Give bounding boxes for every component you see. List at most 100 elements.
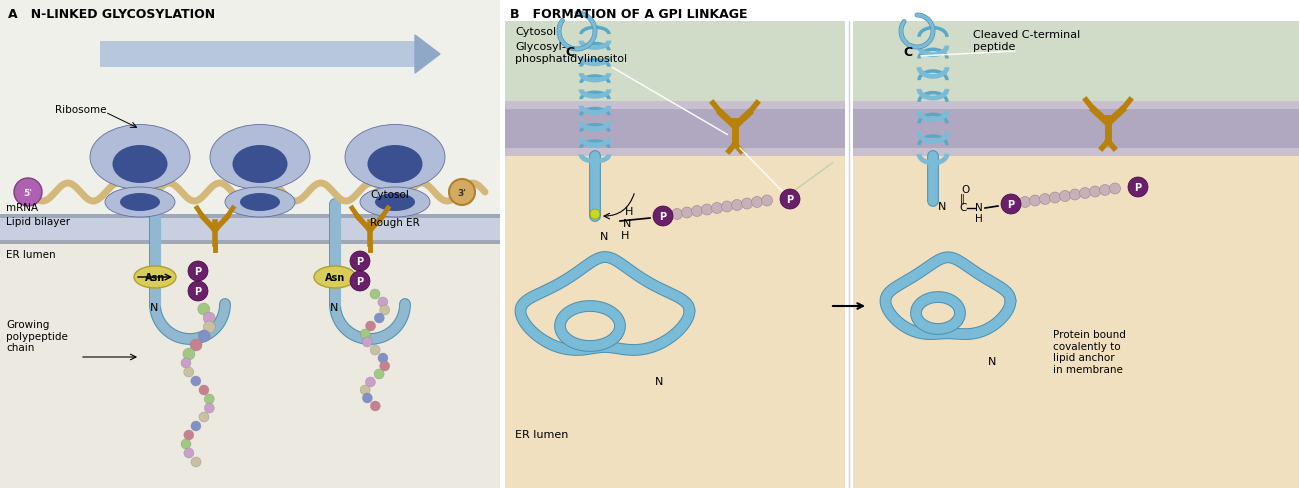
Text: Cleaved C-terminal
peptide: Cleaved C-terminal peptide [973, 30, 1081, 52]
Circle shape [742, 199, 752, 209]
Text: N: N [976, 203, 983, 213]
Circle shape [360, 385, 370, 395]
Circle shape [1090, 186, 1100, 198]
Text: Asn: Asn [325, 272, 346, 283]
Text: H: H [976, 214, 983, 224]
Ellipse shape [90, 125, 190, 190]
Bar [853, 102, 1299, 110]
Circle shape [191, 421, 201, 431]
Circle shape [181, 358, 191, 368]
Bar [853, 157, 1299, 488]
Circle shape [204, 403, 214, 413]
Circle shape [1069, 190, 1081, 201]
Text: Ribosome: Ribosome [55, 105, 107, 115]
Circle shape [365, 321, 375, 331]
Text: Cytosol: Cytosol [370, 190, 409, 200]
Circle shape [370, 289, 381, 299]
Bar [0, 215, 500, 244]
Circle shape [183, 367, 194, 377]
Text: N: N [989, 356, 996, 366]
Circle shape [349, 251, 370, 271]
Bar [0, 244, 500, 488]
Ellipse shape [360, 187, 430, 218]
Circle shape [349, 271, 370, 291]
Bar [100, 42, 414, 68]
Circle shape [370, 346, 381, 355]
Circle shape [779, 190, 800, 209]
Circle shape [190, 339, 203, 351]
Circle shape [191, 376, 201, 386]
Bar [505, 0, 1299, 488]
Circle shape [1050, 193, 1060, 203]
Circle shape [374, 369, 385, 379]
Text: N: N [624, 219, 631, 228]
Text: H: H [625, 206, 634, 217]
Circle shape [1002, 195, 1021, 215]
Text: B   FORMATION OF A GPI LINKAGE: B FORMATION OF A GPI LINKAGE [511, 8, 747, 21]
Circle shape [362, 337, 373, 347]
Circle shape [701, 204, 712, 216]
Ellipse shape [368, 146, 422, 183]
Text: P: P [356, 257, 364, 266]
Bar [0, 241, 500, 244]
Text: Cytosol: Cytosol [514, 27, 556, 37]
Bar [505, 157, 846, 488]
Circle shape [761, 196, 773, 206]
Circle shape [360, 329, 370, 339]
Circle shape [721, 202, 733, 213]
Text: ER lumen: ER lumen [6, 249, 56, 260]
Ellipse shape [346, 125, 446, 190]
Circle shape [188, 262, 208, 282]
Circle shape [1039, 194, 1051, 205]
Text: P: P [195, 266, 201, 276]
Circle shape [197, 304, 209, 315]
Text: H: H [621, 230, 630, 241]
Text: Glycosyl-
phosphatidylinositol: Glycosyl- phosphatidylinositol [514, 42, 627, 63]
Ellipse shape [134, 266, 175, 288]
Text: 3': 3' [457, 188, 466, 197]
Bar [0, 215, 500, 219]
Circle shape [183, 348, 195, 360]
Bar [853, 102, 1299, 157]
Text: ‖: ‖ [960, 194, 965, 204]
Text: P: P [786, 195, 794, 204]
Ellipse shape [240, 194, 281, 212]
Circle shape [1128, 178, 1148, 198]
Circle shape [204, 321, 216, 333]
Bar [853, 149, 1299, 157]
Text: P: P [660, 212, 666, 222]
Circle shape [712, 203, 722, 214]
Text: N: N [600, 231, 608, 242]
Text: Asn: Asn [145, 272, 165, 283]
Circle shape [14, 179, 42, 206]
Circle shape [682, 207, 692, 219]
Circle shape [362, 393, 373, 403]
Circle shape [199, 412, 209, 422]
Circle shape [365, 377, 375, 387]
Circle shape [199, 330, 210, 342]
Text: mRNA: mRNA [6, 203, 38, 213]
Circle shape [184, 448, 194, 458]
Text: A   N-LINKED GLYCOSYLATION: A N-LINKED GLYCOSYLATION [8, 8, 216, 21]
Circle shape [370, 401, 381, 411]
Circle shape [181, 439, 191, 449]
Circle shape [378, 353, 388, 363]
Ellipse shape [314, 266, 356, 288]
Text: N: N [938, 202, 947, 212]
Text: O: O [961, 184, 969, 195]
Ellipse shape [210, 125, 310, 190]
Ellipse shape [233, 146, 287, 183]
Text: P: P [195, 286, 201, 296]
Bar [505, 102, 846, 110]
Text: Growing
polypeptide
chain: Growing polypeptide chain [6, 319, 68, 352]
Text: Lipid bilayer: Lipid bilayer [6, 217, 70, 226]
Circle shape [691, 206, 703, 217]
Circle shape [1099, 185, 1111, 196]
Bar [853, 22, 1299, 102]
Text: Protein bound
covalently to
lipid anchor
in membrane: Protein bound covalently to lipid anchor… [1053, 329, 1126, 374]
Ellipse shape [113, 146, 168, 183]
Text: P: P [356, 276, 364, 286]
Text: C: C [565, 45, 574, 59]
Circle shape [379, 361, 390, 371]
Text: 5': 5' [23, 188, 32, 197]
